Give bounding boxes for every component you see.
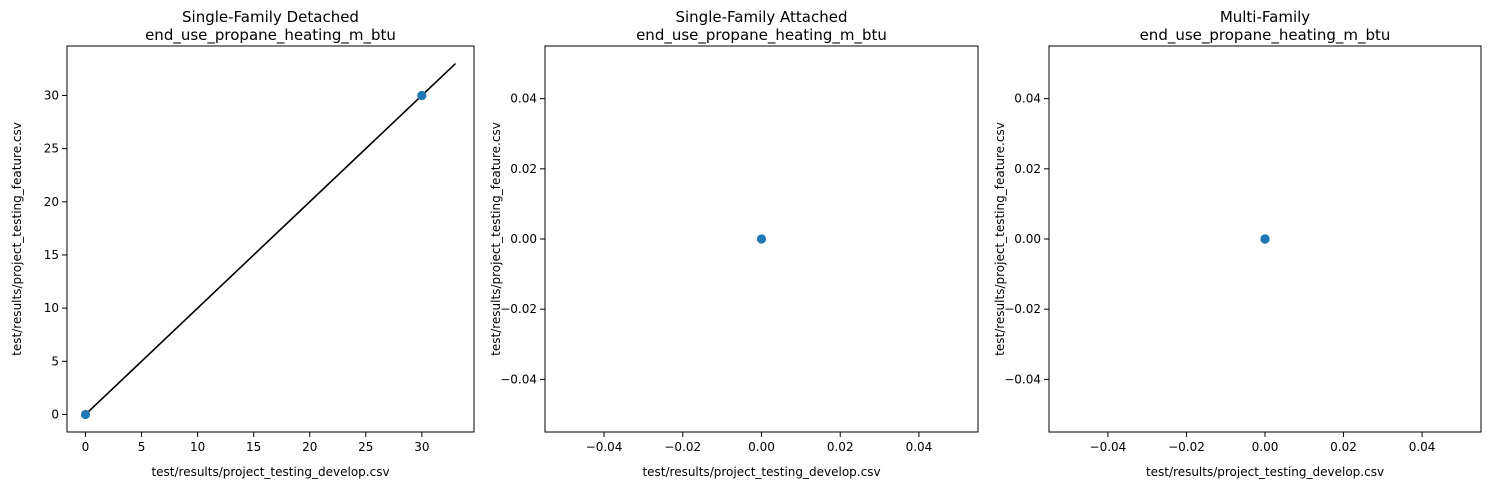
y-tick-label: 0.00 bbox=[510, 232, 537, 246]
chart-subtitle: end_use_propane_heating_m_btu bbox=[636, 26, 887, 45]
x-tick-label: 0.04 bbox=[906, 440, 933, 454]
x-tick-label: 20 bbox=[302, 440, 317, 454]
x-tick-label: 0.04 bbox=[1409, 440, 1436, 454]
reference-line bbox=[84, 62, 457, 416]
x-tick-label: −0.04 bbox=[586, 440, 623, 454]
x-tick-label: 0.02 bbox=[827, 440, 854, 454]
y-tick-label: 30 bbox=[44, 88, 59, 102]
subplot-3: Multi-Familyend_use_propane_heating_m_bt… bbox=[993, 8, 1482, 479]
y-axis-label: test/results/project_testing_feature.csv bbox=[993, 122, 1007, 356]
x-tick-label: 0.02 bbox=[1330, 440, 1357, 454]
y-tick-label: −0.02 bbox=[1004, 302, 1041, 316]
x-tick-label: −0.04 bbox=[1090, 440, 1127, 454]
x-axis-label: test/results/project_testing_develop.csv bbox=[1146, 465, 1384, 479]
chart-subtitle: end_use_propane_heating_m_btu bbox=[145, 26, 396, 45]
subplot-1: Single-Family Detachedend_use_propane_he… bbox=[10, 8, 475, 479]
x-tick-label: 25 bbox=[358, 440, 373, 454]
y-axis-label: test/results/project_testing_feature.csv bbox=[10, 122, 24, 356]
x-axis-label: test/results/project_testing_develop.csv bbox=[151, 465, 389, 479]
y-tick-label: 0.02 bbox=[1014, 162, 1041, 176]
x-tick-label: −0.02 bbox=[1168, 440, 1205, 454]
x-tick-label: 0 bbox=[82, 440, 90, 454]
axes-frame bbox=[66, 45, 475, 433]
y-axis-label: test/results/project_testing_feature.csv bbox=[489, 122, 503, 356]
y-tick-label: 0.02 bbox=[510, 162, 537, 176]
subplot-2: Single-Family Attachedend_use_propane_he… bbox=[489, 8, 979, 479]
y-tick-label: 10 bbox=[44, 301, 59, 315]
y-tick-label: 0 bbox=[51, 407, 59, 421]
x-tick-label: 10 bbox=[190, 440, 205, 454]
y-tick-label: −0.02 bbox=[500, 302, 537, 316]
y-tick-label: −0.04 bbox=[1004, 372, 1041, 386]
x-axis-label: test/results/project_testing_develop.csv bbox=[642, 465, 880, 479]
y-tick-label: −0.04 bbox=[500, 372, 537, 386]
y-tick-label: 15 bbox=[44, 248, 59, 262]
y-tick-label: 20 bbox=[44, 195, 59, 209]
x-tick-label: 15 bbox=[246, 440, 261, 454]
x-tick-label: −0.02 bbox=[664, 440, 701, 454]
y-tick-label: 0.04 bbox=[1014, 92, 1041, 106]
data-point bbox=[1260, 234, 1270, 244]
chart-title: Single-Family Detached bbox=[182, 8, 359, 26]
chart-subtitle: end_use_propane_heating_m_btu bbox=[1140, 26, 1391, 45]
y-tick-label: 5 bbox=[51, 354, 59, 368]
y-tick-label: 25 bbox=[44, 142, 59, 156]
x-tick-label: 0.00 bbox=[748, 440, 775, 454]
y-tick-label: 0.00 bbox=[1014, 232, 1041, 246]
chart-title: Single-Family Attached bbox=[675, 8, 847, 26]
data-point bbox=[756, 234, 767, 244]
data-point bbox=[417, 90, 427, 101]
x-tick-label: 30 bbox=[414, 440, 429, 454]
data-point bbox=[80, 409, 91, 420]
x-tick-label: 5 bbox=[138, 440, 146, 454]
y-tick-label: 0.04 bbox=[510, 92, 537, 106]
x-tick-label: 0.00 bbox=[1252, 440, 1279, 454]
chart-title: Multi-Family bbox=[1220, 8, 1310, 26]
